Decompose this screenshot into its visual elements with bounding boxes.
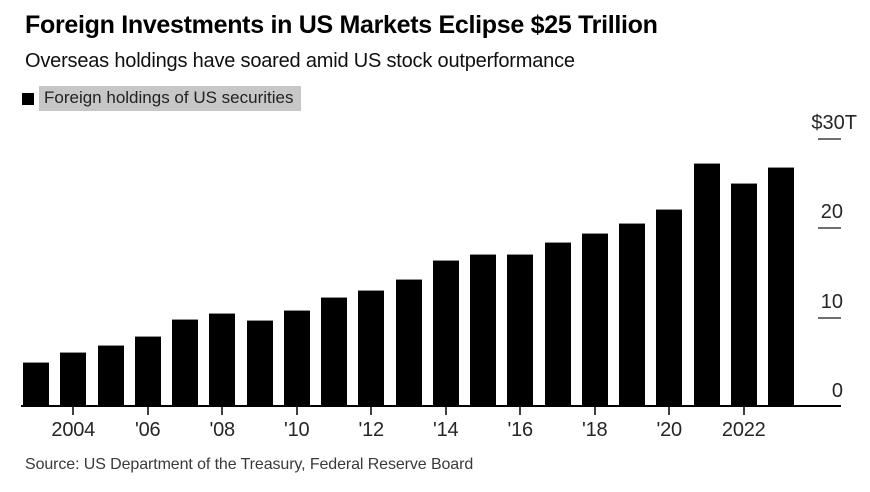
y-tick-label-20: 20 — [820, 201, 843, 223]
x-tick-2022 — [742, 407, 745, 415]
bar-2003 — [23, 362, 49, 406]
x-tick-label-2006: '06 — [135, 419, 161, 441]
x-tick-label-2022: 2022 — [721, 419, 766, 441]
bar-2008 — [209, 312, 236, 406]
bar-2010 — [283, 310, 310, 406]
bar-2019 — [619, 223, 645, 406]
x-tick-label-2004: 2004 — [51, 419, 96, 441]
bar-2006 — [134, 336, 161, 406]
bar-2005 — [97, 345, 124, 406]
x-tick-2004 — [72, 407, 75, 415]
bar-2011 — [321, 296, 347, 406]
x-tick-2010 — [295, 407, 298, 415]
bar-2020 — [656, 209, 683, 406]
y-tick-label-10: 10 — [820, 290, 843, 313]
y-tick-30 — [818, 137, 841, 140]
legend: Foreign holdings of US securities — [22, 86, 302, 111]
chart-subtitle: Overseas holdings have soared amid US st… — [25, 50, 575, 72]
bar-2022 — [730, 183, 757, 406]
x-tick-2020 — [668, 407, 671, 415]
bar-2015 — [470, 253, 496, 406]
y-tick-20 — [818, 227, 841, 229]
legend-label: Foreign holdings of US securities — [39, 86, 302, 111]
x-tick-label-2012: '12 — [358, 419, 385, 441]
x-tick-2014 — [444, 407, 447, 415]
x-tick-label-2014: '14 — [433, 419, 459, 441]
legend-swatch-icon — [22, 92, 34, 105]
source-note: Source: US Department of the Treasury, F… — [25, 456, 474, 473]
bar-2023 — [768, 167, 794, 406]
bar-2017 — [544, 242, 571, 406]
x-tick-2016 — [519, 407, 522, 415]
x-tick-label-2016: '16 — [507, 419, 534, 441]
bar-2009 — [246, 320, 273, 406]
y-tick-label-0: 0 — [831, 380, 843, 402]
x-tick-label-2018: '18 — [582, 419, 608, 441]
bar-2014 — [432, 260, 459, 406]
bar-2021 — [693, 162, 720, 406]
bar-2016 — [507, 253, 534, 406]
y-tick-10 — [818, 316, 841, 319]
x-tick-label-2008: '08 — [209, 419, 236, 441]
x-tick-2006 — [146, 407, 149, 415]
bar-2004 — [60, 352, 87, 406]
x-tick-label-2010: '10 — [284, 419, 310, 441]
bar-2013 — [395, 278, 422, 406]
x-tick-label-2020: '20 — [656, 419, 683, 441]
chart-title: Foreign Investments in US Markets Eclips… — [25, 11, 658, 39]
x-axis-line — [21, 405, 841, 407]
bar-2018 — [581, 233, 608, 406]
bar-2007 — [172, 319, 198, 406]
x-tick-2018 — [593, 407, 596, 415]
x-tick-2008 — [221, 407, 224, 415]
y-tick-label-30: $30T — [811, 111, 857, 134]
bar-2012 — [358, 289, 385, 406]
x-tick-2012 — [370, 407, 373, 415]
